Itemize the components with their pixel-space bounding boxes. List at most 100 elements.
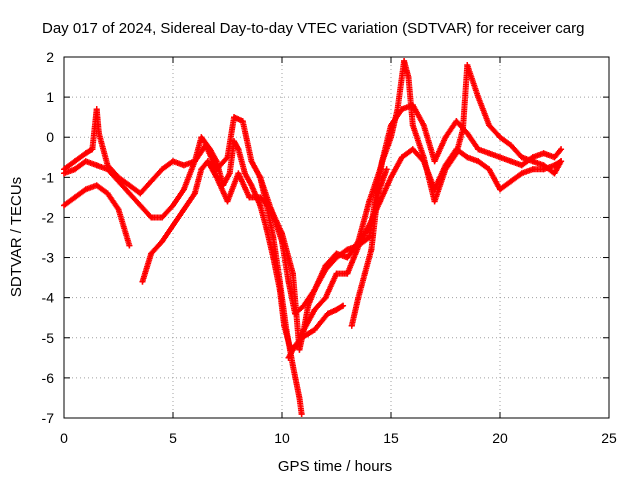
- series-track-d: [139, 146, 565, 353]
- data-point: [497, 186, 503, 193]
- data-point: [248, 158, 255, 165]
- data-point: [71, 158, 78, 165]
- data-point: [61, 170, 67, 177]
- data-point: [191, 158, 198, 165]
- data-point: [198, 134, 205, 141]
- data-point: [388, 174, 394, 181]
- data-point: [420, 158, 427, 165]
- data-point: [551, 154, 558, 161]
- data-point: [224, 198, 231, 205]
- data-point: [235, 170, 242, 177]
- data-point: [61, 202, 67, 209]
- data-point: [529, 158, 536, 165]
- y-tick-label: -3: [42, 250, 55, 266]
- data-point: [89, 146, 96, 153]
- data-point: [159, 166, 166, 173]
- data-point: [361, 270, 368, 277]
- data-point: [464, 62, 471, 69]
- data-point: [368, 246, 375, 253]
- data-point: [257, 174, 264, 181]
- data-point: [126, 182, 133, 189]
- x-tick-label: 15: [383, 430, 399, 446]
- data-point: [246, 194, 253, 201]
- data-point: [137, 190, 144, 197]
- data-point: [551, 162, 558, 169]
- data-point: [270, 234, 277, 241]
- data-point: [355, 294, 362, 301]
- data-point: [257, 202, 264, 209]
- x-tick-label: 25: [601, 430, 617, 446]
- data-point: [401, 58, 408, 65]
- data-point: [298, 334, 305, 341]
- data-point: [263, 202, 270, 209]
- data-point: [305, 330, 312, 337]
- data-point: [115, 178, 122, 185]
- y-tick-label: -7: [42, 410, 55, 426]
- data-point: [82, 158, 89, 165]
- data-point: [379, 158, 386, 165]
- series-track-f: [285, 302, 347, 361]
- data-point: [333, 270, 340, 277]
- data-point: [289, 362, 296, 369]
- series-track-e: [257, 174, 305, 417]
- data-point: [289, 270, 296, 277]
- x-tick-label: 5: [169, 430, 177, 446]
- data-point: [366, 222, 373, 229]
- grid-layer: [64, 57, 609, 418]
- data-point: [159, 214, 166, 221]
- data-point: [148, 178, 155, 185]
- y-tick-label: 0: [46, 129, 54, 145]
- y-tick-label: -5: [42, 330, 55, 346]
- data-point: [453, 146, 460, 153]
- data-point: [93, 106, 100, 113]
- data-point: [486, 150, 493, 157]
- data-point: [170, 202, 176, 209]
- data-point: [82, 150, 89, 157]
- series-markers: [61, 102, 565, 317]
- y-tick-label: -2: [42, 209, 55, 225]
- data-point: [333, 254, 340, 261]
- data-point: [148, 214, 155, 221]
- data-point: [431, 198, 438, 205]
- series-markers: [61, 58, 565, 353]
- data-point: [497, 154, 503, 161]
- data-point: [518, 162, 525, 169]
- data-point: [518, 170, 525, 177]
- data-point: [296, 394, 303, 401]
- y-tick-label: 1: [46, 89, 54, 105]
- data-point: [285, 354, 292, 361]
- data-point: [558, 146, 565, 153]
- data-point: [126, 190, 133, 197]
- data-point: [442, 162, 449, 169]
- data-point: [285, 278, 292, 285]
- data-point: [298, 410, 305, 417]
- data-point: [459, 126, 466, 133]
- data-point: [311, 326, 318, 333]
- data-point: [311, 286, 318, 293]
- data-point: [507, 158, 514, 165]
- data-point: [340, 302, 347, 309]
- data-point: [276, 278, 283, 285]
- chart-title: Day 017 of 2024, Sidereal Day-to-day VTE…: [42, 20, 584, 37]
- data-point: [95, 130, 102, 137]
- y-tick-label: 2: [46, 49, 54, 65]
- data-point: [296, 346, 303, 353]
- data-point: [518, 154, 525, 161]
- data-point: [357, 238, 364, 245]
- data-point: [180, 162, 187, 169]
- data-point: [348, 322, 355, 329]
- data-point: [529, 166, 536, 173]
- data-point: [540, 166, 547, 173]
- data-point: [198, 166, 205, 173]
- data-point: [93, 182, 100, 189]
- data-layer: [61, 58, 565, 417]
- data-point: [344, 270, 351, 277]
- data-point: [180, 186, 187, 193]
- data-point: [71, 194, 78, 201]
- data-point: [405, 74, 412, 81]
- x-tick-label: 0: [60, 430, 68, 446]
- data-point: [300, 326, 307, 333]
- data-point: [475, 146, 482, 153]
- data-point: [148, 250, 155, 257]
- data-point: [453, 118, 460, 125]
